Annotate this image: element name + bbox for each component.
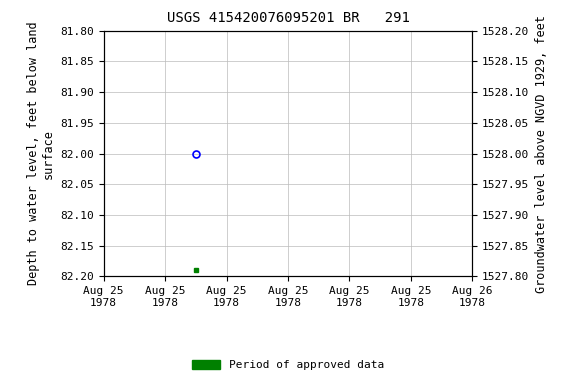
Y-axis label: Depth to water level, feet below land
surface: Depth to water level, feet below land su…: [26, 22, 55, 285]
Title: USGS 415420076095201 BR   291: USGS 415420076095201 BR 291: [166, 12, 410, 25]
Y-axis label: Groundwater level above NGVD 1929, feet: Groundwater level above NGVD 1929, feet: [535, 15, 548, 293]
Legend: Period of approved data: Period of approved data: [188, 355, 388, 375]
